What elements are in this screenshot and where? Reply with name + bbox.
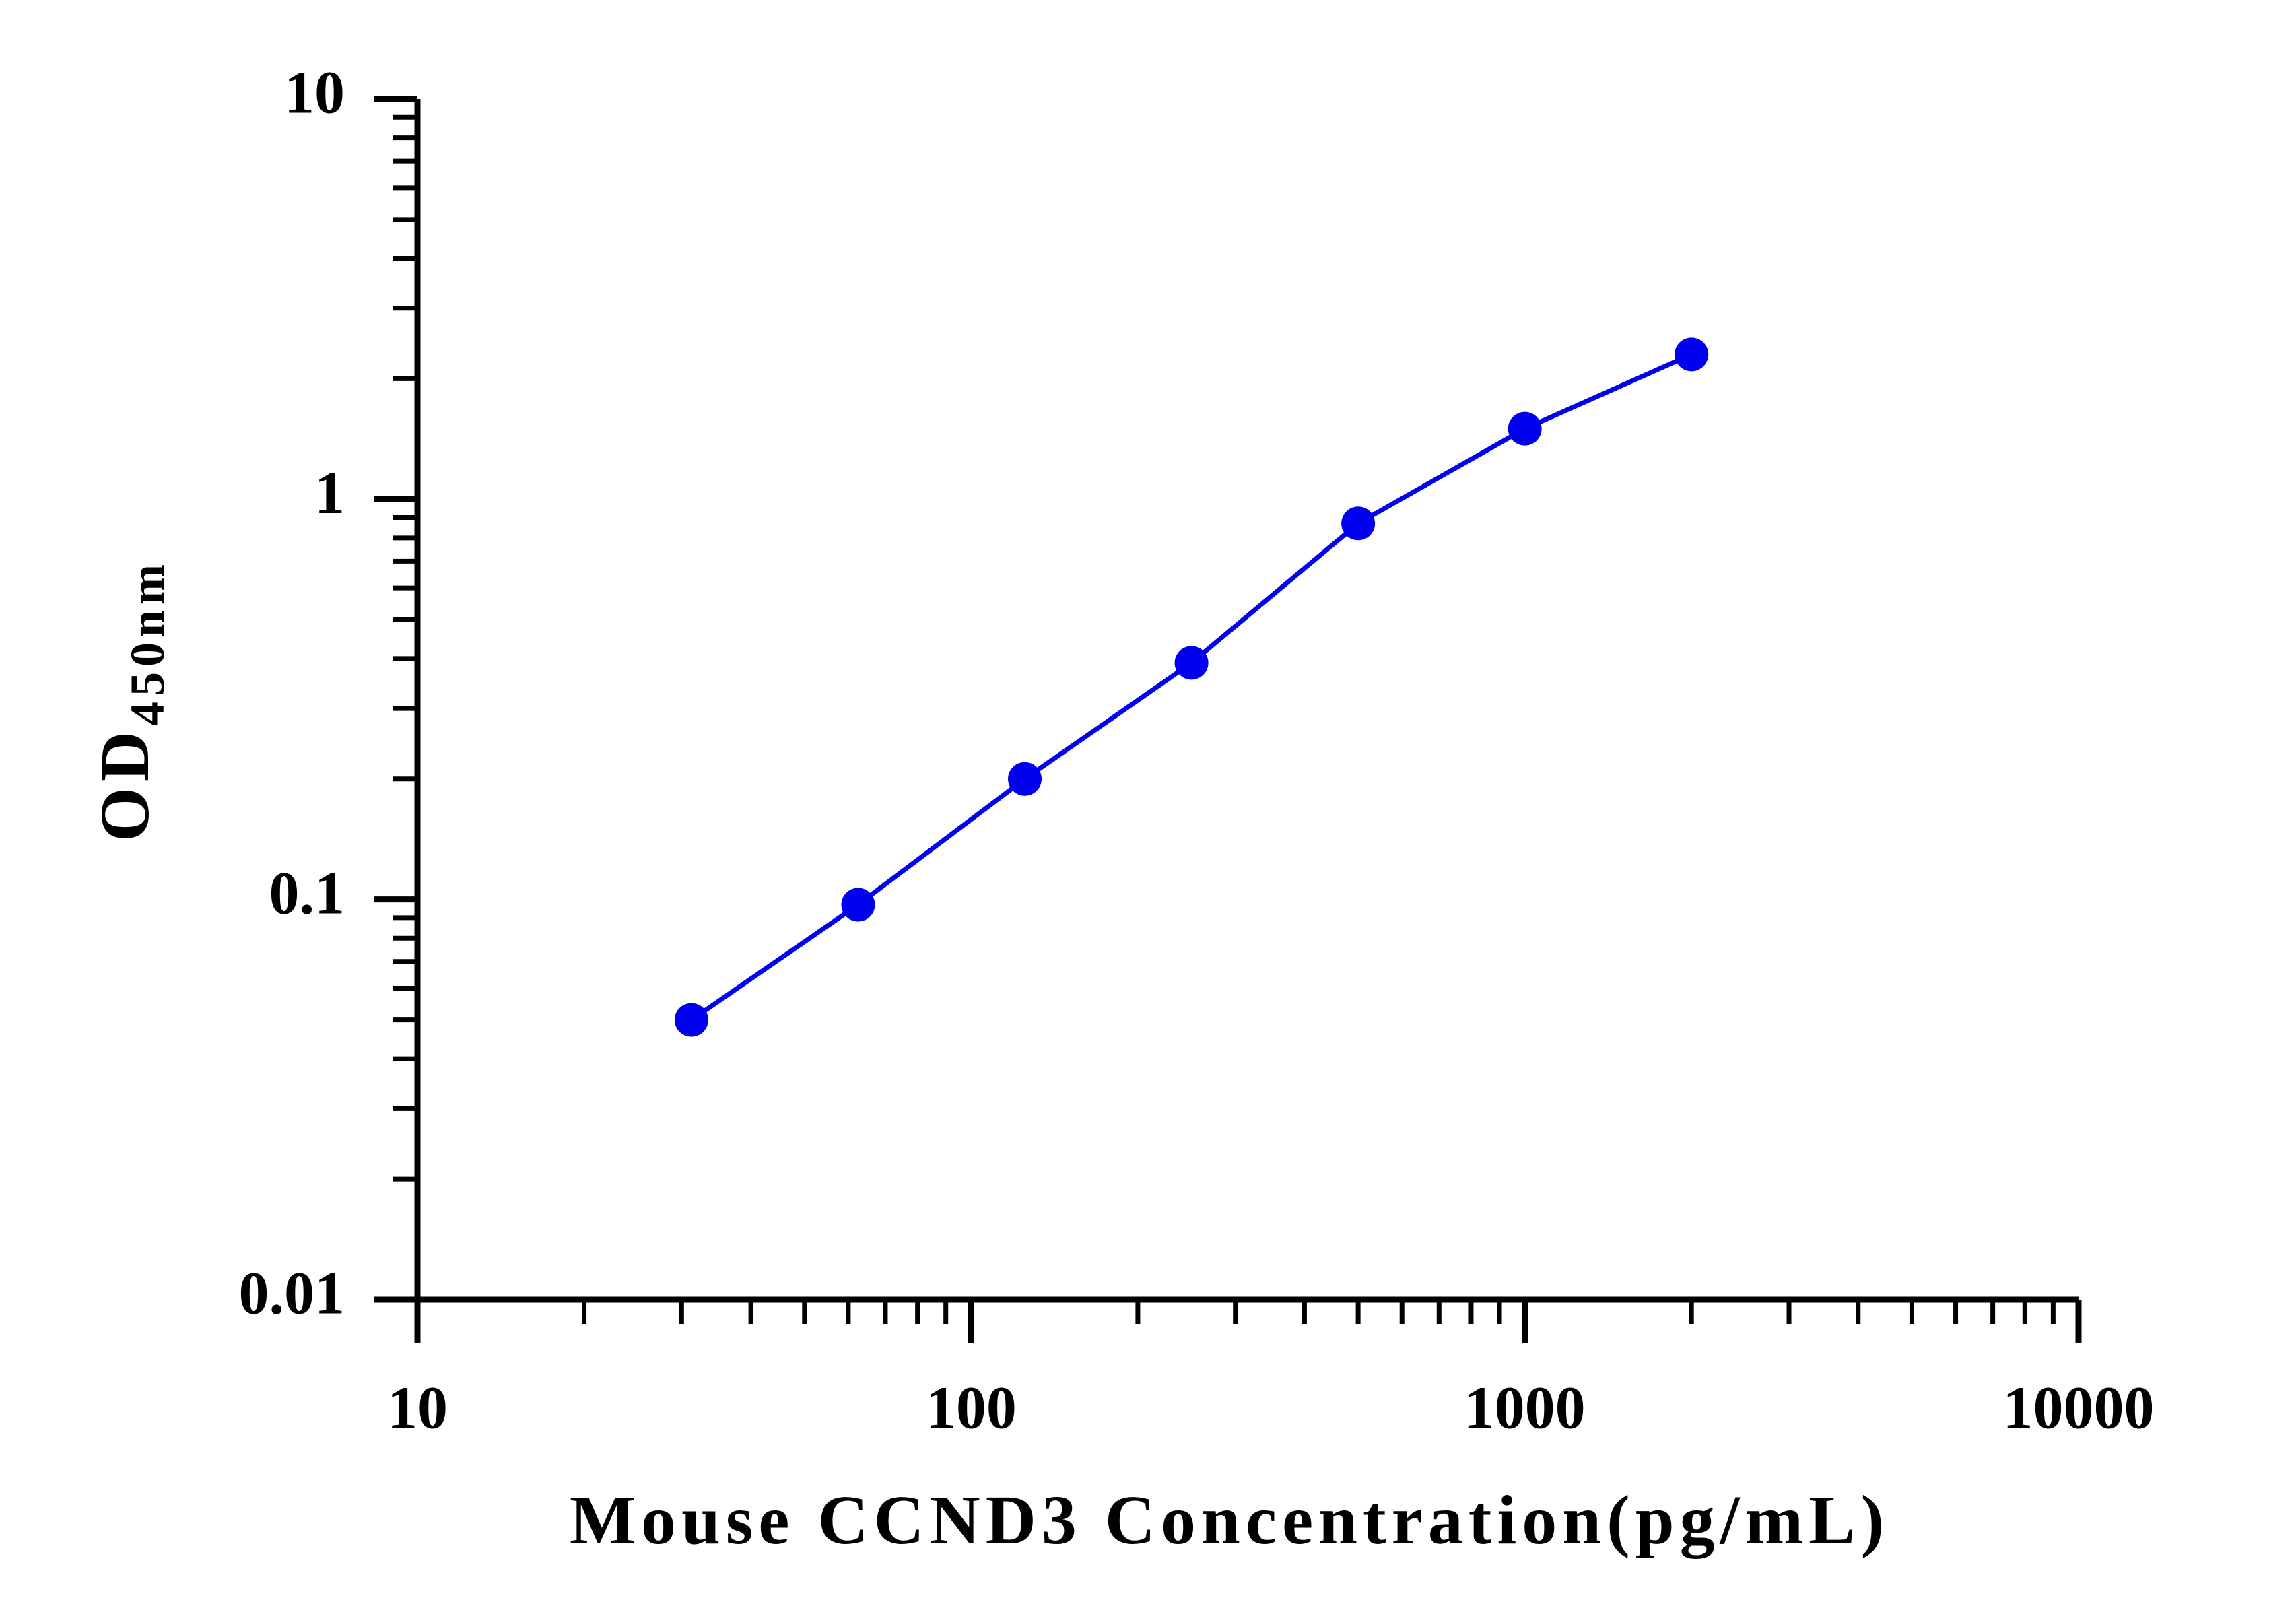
y-axis-title: OD450nm <box>86 559 174 842</box>
y-tick-label: 10 <box>284 60 345 127</box>
x-axis-title: Mouse CCND3 Concentration(pg/mL) <box>570 1481 1889 1559</box>
data-point <box>1675 337 1709 372</box>
y-tick-label: 0.01 <box>239 1261 345 1327</box>
y-tick-label: 1 <box>314 460 345 527</box>
y-axis-title-subscript: 450nm <box>121 559 174 726</box>
data-point <box>1174 646 1209 680</box>
data-point <box>674 1003 708 1037</box>
series-line <box>689 352 1693 1022</box>
x-tick-label: 100 <box>926 1375 1017 1442</box>
data-point <box>841 888 875 922</box>
data-point <box>1508 411 1542 446</box>
y-tick-label: 0.1 <box>269 860 345 927</box>
data-point <box>1341 506 1376 541</box>
x-tick-label: 1000 <box>1464 1375 1586 1442</box>
x-tick-label: 10000 <box>2003 1375 2155 1442</box>
x-tick-label: 10 <box>387 1375 448 1442</box>
y-axis-title-main: OD <box>86 726 164 842</box>
data-point <box>1008 762 1042 796</box>
